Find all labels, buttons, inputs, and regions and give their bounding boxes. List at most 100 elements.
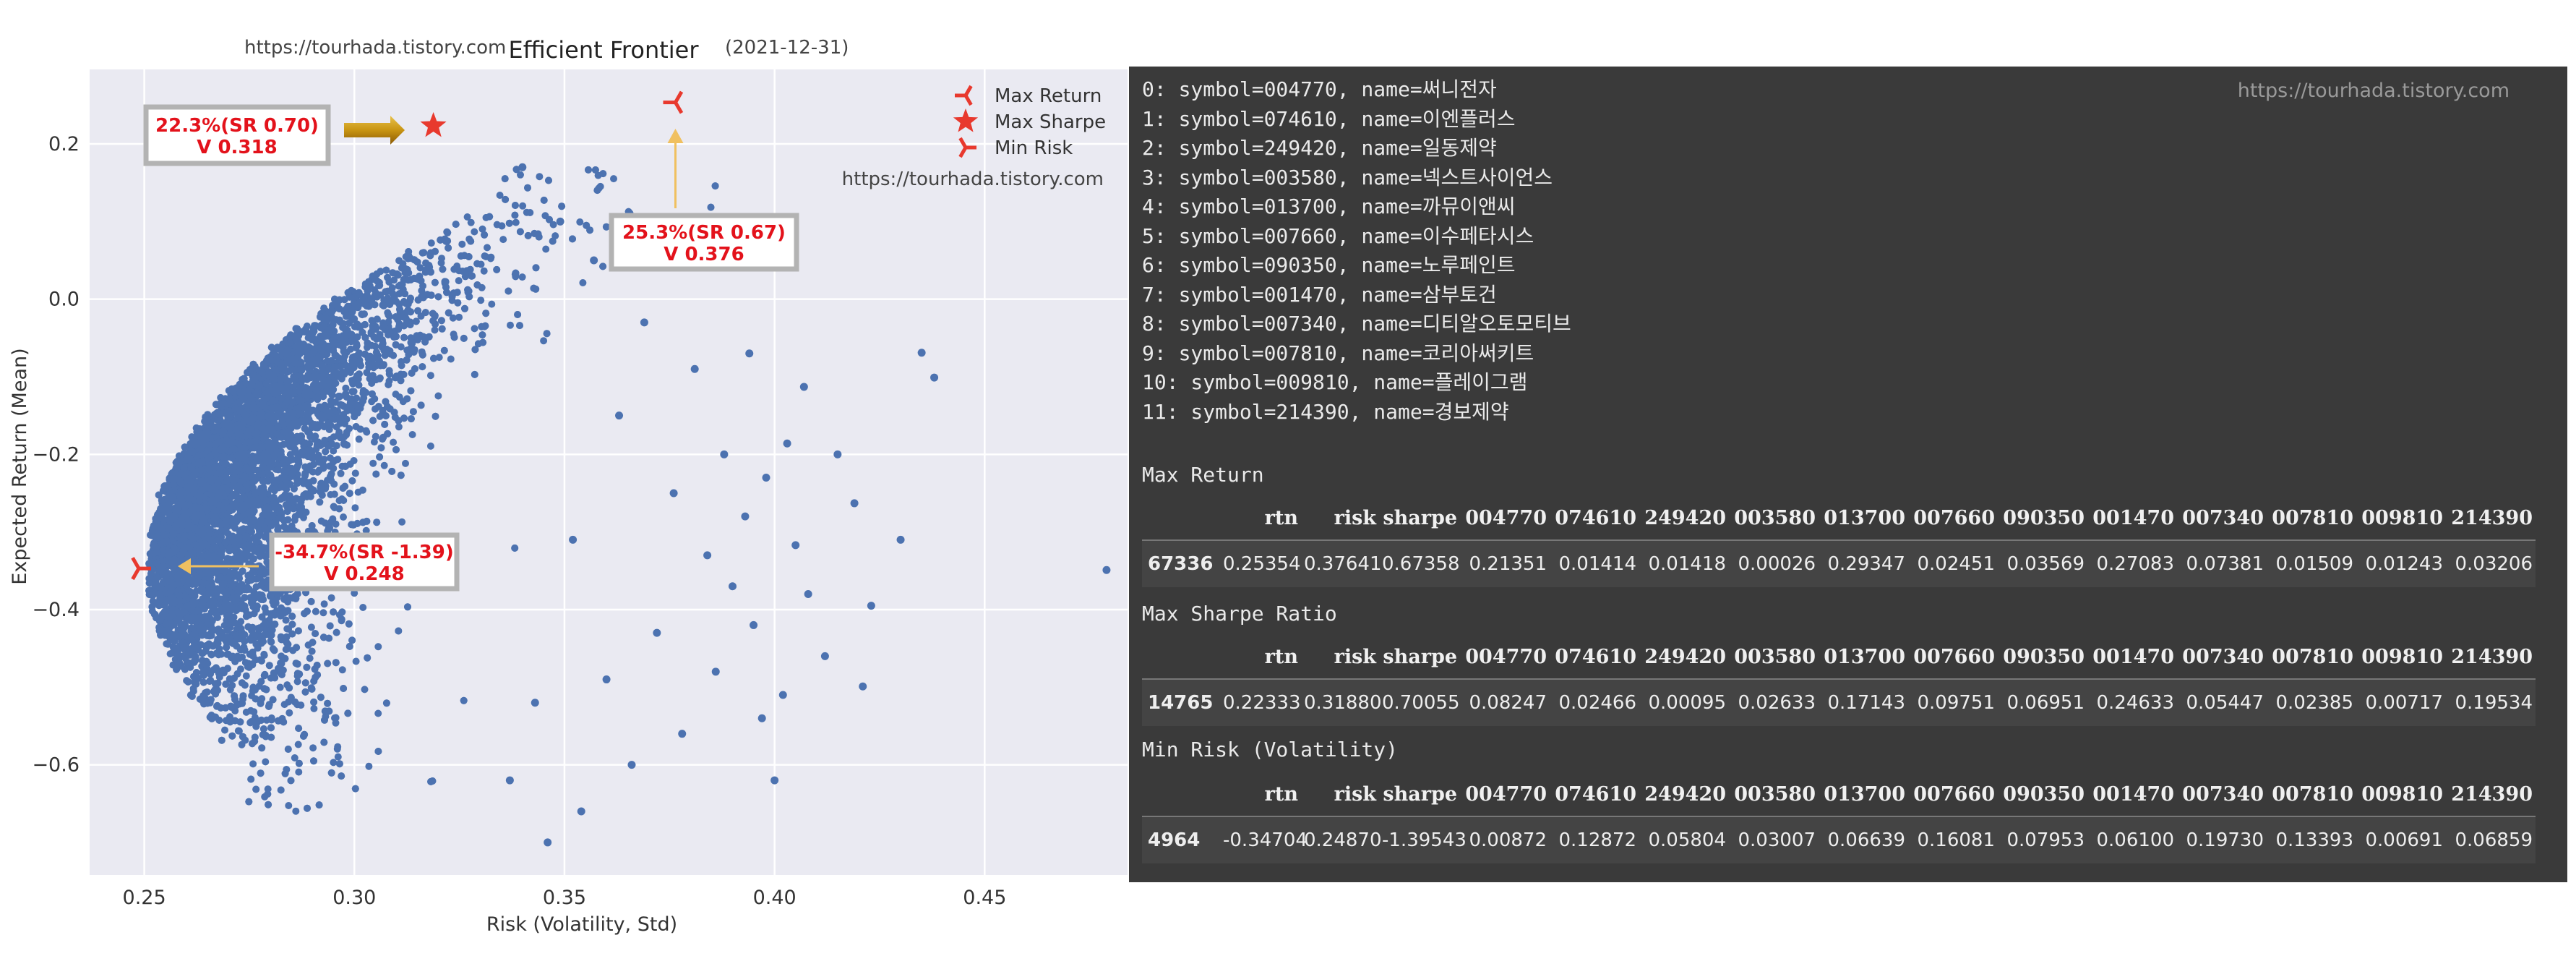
portfolio-point (467, 218, 475, 226)
portfolio-point (408, 431, 416, 438)
portfolio-point (447, 355, 455, 363)
portfolio-point (402, 459, 409, 467)
portfolio-point (319, 609, 327, 617)
portfolio-point (392, 390, 400, 398)
portfolio-point (390, 438, 398, 446)
portfolio-point (306, 654, 314, 662)
chart-title: Efficient Frontier (509, 36, 700, 64)
portfolio-point (242, 672, 250, 680)
portfolio-point (551, 232, 559, 240)
portfolio-point (334, 743, 342, 751)
portfolio-point (267, 716, 275, 724)
portfolio-point (427, 239, 435, 247)
portfolio-point (496, 192, 504, 199)
portfolio-point (297, 701, 305, 709)
portfolio-point (455, 313, 463, 321)
portfolio-point (290, 505, 297, 513)
portfolio-point (295, 768, 303, 776)
portfolio-point (249, 760, 257, 768)
efficient-frontier-chart: https://tourhada.tistory.com Efficient F… (0, 0, 1128, 956)
portfolio-point (332, 719, 340, 727)
portfolio-point (401, 290, 409, 298)
portfolio-point (579, 279, 587, 286)
portfolio-point (549, 221, 557, 229)
chart-watermark-top: https://tourhada.tistory.com (244, 37, 506, 59)
portfolio-point (334, 753, 342, 761)
portfolio-point (340, 513, 347, 521)
portfolio-point (163, 640, 171, 648)
portfolio-point (484, 244, 491, 252)
portfolio-point (242, 708, 250, 716)
portfolio-point (449, 314, 457, 322)
portfolio-point (518, 273, 526, 281)
portfolio-point (285, 802, 293, 809)
chart-svg: https://tourhada.tistory.com Efficient F… (9, 36, 1128, 936)
portfolio-point (334, 432, 342, 439)
portfolio-point (542, 245, 550, 253)
portfolio-point (455, 277, 463, 285)
portfolio-point (292, 807, 300, 815)
portfolio-point (463, 213, 471, 221)
portfolio-point (398, 518, 406, 526)
portfolio-point (517, 171, 524, 179)
portfolio-point (355, 435, 363, 443)
portfolio-point (512, 218, 520, 226)
portfolio-point (477, 296, 485, 304)
portfolio-point (363, 428, 371, 436)
portfolio-point (278, 394, 286, 402)
portfolio-point (302, 508, 310, 516)
portfolio-point (477, 260, 485, 268)
portfolio-point (431, 326, 439, 334)
portfolio-point (507, 321, 514, 329)
portfolio-point (374, 709, 382, 717)
portfolio-point (294, 741, 302, 748)
portfolio-point (276, 683, 284, 691)
portfolio-point (309, 744, 317, 752)
chart-date-label: (2021-12-31) (725, 37, 849, 59)
portfolio-point (359, 604, 367, 611)
portfolio-point (330, 447, 338, 455)
portfolio-point (221, 726, 228, 734)
portfolio-point (488, 300, 496, 308)
portfolio-point (480, 267, 488, 275)
portfolio-point (350, 388, 358, 396)
portfolio-point (434, 392, 442, 400)
portfolio-point (365, 762, 373, 770)
portfolio-point (536, 173, 544, 181)
portfolio-point (291, 516, 299, 524)
portfolio-point (426, 442, 434, 450)
portfolio-point (523, 208, 531, 216)
portfolio-point (576, 218, 584, 226)
portfolio-point (330, 759, 338, 767)
portfolio-point (352, 657, 360, 665)
portfolio-point (610, 175, 617, 183)
portfolio-point (519, 202, 527, 210)
portfolio-point (307, 623, 315, 631)
portfolio-point (455, 267, 463, 275)
portfolio-point (499, 236, 507, 244)
portfolio-point (291, 754, 299, 761)
portfolio-point (351, 589, 359, 597)
portfolio-point (362, 526, 370, 534)
portfolio-cloud (145, 166, 719, 815)
portfolio-point (320, 600, 328, 608)
portfolio-point (458, 240, 466, 248)
portfolio-point (262, 758, 270, 766)
portfolio-point (414, 336, 421, 343)
portfolio-point (478, 225, 486, 233)
portfolio-point (372, 343, 379, 350)
portfolio-point (285, 709, 293, 717)
portfolio-point (351, 504, 359, 512)
portfolio-point (354, 488, 362, 496)
portfolio-point (361, 686, 369, 693)
portfolio-point (310, 704, 318, 712)
portfolio-point (280, 701, 288, 709)
portfolio-point (471, 325, 478, 333)
portfolio-point (293, 678, 301, 686)
portfolio-point (540, 337, 548, 345)
portfolio-point (471, 228, 478, 236)
portfolio-point (426, 372, 434, 380)
portfolio-point (435, 354, 443, 362)
portfolio-point (420, 249, 428, 257)
portfolio-point (400, 370, 408, 378)
